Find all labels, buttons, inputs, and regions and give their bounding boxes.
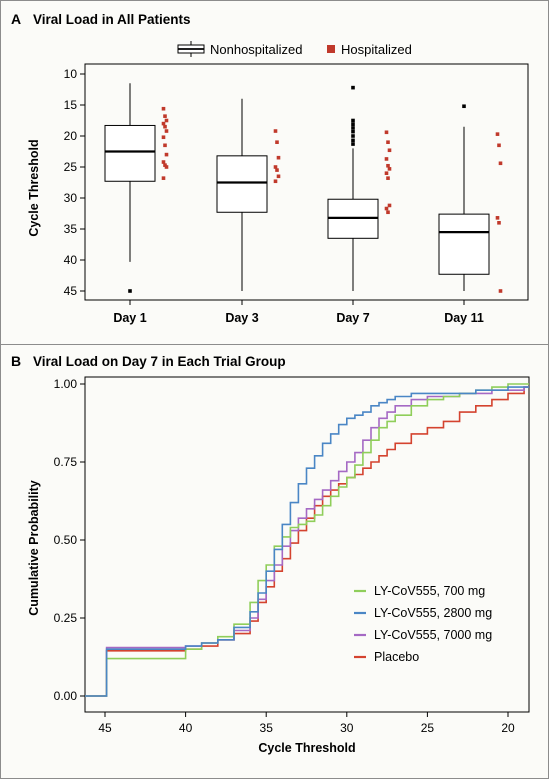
outlier-point [351, 129, 355, 134]
hospitalized-point [161, 160, 166, 164]
hospitalized-point [164, 152, 169, 157]
marks-a [104, 83, 503, 293]
x-tick-label-a: Day 1 [113, 311, 146, 325]
axes-a: 10 15 20 25 30 35 40 45 Day 1 Day 3 Day 7 Day 11 [64, 63, 529, 325]
hospitalized-point [498, 289, 503, 293]
hospitalized-point [276, 174, 281, 179]
hospitalized-point [275, 168, 279, 172]
plot-area-a [84, 63, 529, 301]
outlier-point [351, 118, 355, 123]
chart-a: A Viral Load in All Patients Nonhospital… [11, 11, 529, 325]
hospitalized-point [384, 157, 389, 161]
y-axis-label-a: Cycle Threshold [27, 139, 41, 236]
y-tick-label-a: 40 [64, 253, 78, 267]
legend-label-hospitalized: Hospitalized [341, 42, 412, 57]
hospitalized-point [384, 171, 389, 175]
hospitalized-point [164, 165, 169, 169]
hospitalized-point [273, 165, 278, 169]
y-tick-label-a: 25 [64, 160, 78, 174]
y-tick-label-a: 20 [64, 129, 78, 143]
hospitalized-point [387, 203, 392, 208]
hospitalized-point [386, 210, 390, 215]
hospitalized-point [161, 176, 166, 180]
y-tick-label-a: 30 [64, 191, 78, 205]
hospitalized-point [276, 155, 281, 160]
hospitalized-point [384, 206, 389, 211]
x-tick-label-a: Day 7 [336, 311, 369, 325]
outlier-point [462, 104, 466, 109]
hospitalized-point [164, 118, 169, 123]
hospitalized-point [386, 140, 390, 144]
y-tick-label-a: 10 [64, 67, 78, 81]
outlier-point [351, 142, 355, 146]
hospitalized-point [498, 161, 503, 166]
hospitalized-point [495, 216, 500, 220]
x-tick-label-a: Day 11 [444, 311, 484, 325]
hospitalized-point [386, 163, 390, 168]
hospitalized-point [495, 132, 500, 136]
hospitalized-point [384, 130, 389, 135]
hospitalized-point [163, 163, 167, 167]
outlier-point [351, 138, 355, 143]
hospitalized-point [161, 121, 166, 126]
box [216, 155, 268, 213]
panel-a-title: Viral Load in All Patients [33, 12, 191, 27]
legend-a: Nonhospitalized Hospitalized [177, 41, 412, 57]
legend-label-nonhospitalized: Nonhospitalized [210, 42, 303, 57]
outlier-point [351, 126, 355, 130]
hospitalized-point [163, 143, 167, 148]
outlier-point [351, 85, 355, 90]
y-tick-label-a: 45 [64, 284, 78, 298]
hospitalized-point [161, 106, 166, 111]
hospitalized-point [387, 167, 392, 171]
hospitalized-point [497, 221, 501, 225]
outlier-point [351, 122, 355, 127]
box [438, 213, 490, 275]
hospitalized-point [273, 179, 278, 184]
box [104, 124, 156, 182]
hospitalized-point [275, 140, 279, 144]
hospitalized-point [387, 148, 392, 153]
legend-swatch-hospitalized [327, 45, 335, 53]
hospitalized-point [386, 176, 390, 180]
hospitalized-point [163, 114, 167, 118]
panel-divider [0, 344, 549, 345]
y-tick-label-a: 35 [64, 222, 78, 236]
x-tick-label-a: Day 3 [225, 311, 258, 325]
hospitalized-point [161, 135, 166, 140]
hospitalized-point [497, 143, 501, 148]
hospitalized-point [273, 129, 278, 133]
panel-a-letter: A [11, 11, 21, 27]
outlier-point [128, 289, 132, 293]
y-tick-label-a: 15 [64, 98, 78, 112]
outlier-point [351, 134, 355, 138]
hospitalized-point [164, 129, 169, 133]
hospitalized-point [163, 124, 167, 129]
